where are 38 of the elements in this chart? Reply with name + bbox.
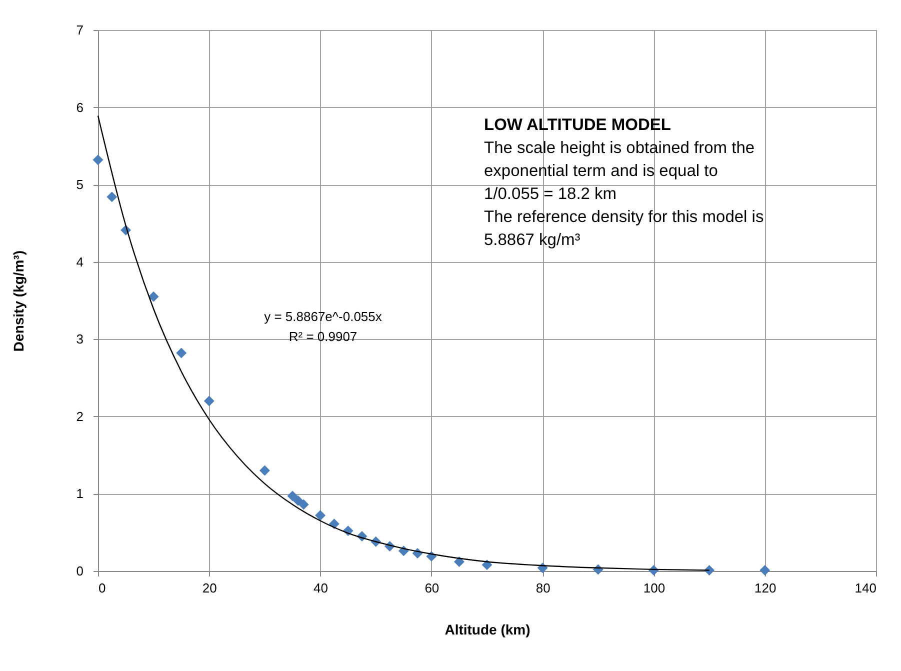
x-tick-label: 80 (536, 580, 550, 596)
y-tick-label: 5 (76, 177, 84, 192)
y-tick-label: 3 (76, 332, 84, 347)
y-tick-label: 2 (76, 408, 84, 424)
point (454, 556, 464, 567)
point (328, 518, 340, 530)
y-tick-label: 4 (76, 254, 84, 270)
annotation: The scale height is obtained from the (484, 139, 755, 157)
x-tick-label: 40 (314, 580, 328, 596)
annotation: LOW ALTITUDE MODEL (484, 116, 671, 134)
point (176, 348, 187, 358)
annotation: R² = 0.9907 (288, 329, 358, 344)
point (204, 396, 214, 406)
point (298, 499, 309, 510)
point (760, 564, 770, 576)
y-tick-label: 0 (76, 564, 84, 578)
x-axis-title: Altitude (km) (444, 622, 530, 638)
point (148, 291, 159, 302)
x-tick-label: 20 (202, 580, 217, 596)
y-tick-label: 7 (76, 22, 84, 38)
x-tick-label: 0 (98, 580, 106, 596)
x-tick-label: 60 (424, 580, 440, 596)
point (259, 465, 270, 476)
y-axis-title: Density (kg/m³) (10, 250, 26, 352)
x-tick-label: 140 (854, 580, 876, 596)
point (287, 490, 298, 502)
annotation: The reference density for this model is (484, 208, 764, 226)
point (106, 192, 118, 202)
x-tick-label: 100 (643, 580, 666, 596)
y-tick-label: 1 (76, 486, 84, 502)
annotation: 1/0.055 = 18.2 km (484, 185, 617, 203)
annotation: 5.8867 kg/m³ (484, 231, 581, 249)
y-tick-label: 6 (76, 100, 84, 115)
point (315, 510, 326, 521)
x-tick-label: 120 (754, 580, 776, 596)
annotation: exponential term and is equal to (484, 162, 718, 180)
annotation: y = 5.8867e^-0.055x (264, 309, 382, 324)
point (92, 154, 104, 166)
